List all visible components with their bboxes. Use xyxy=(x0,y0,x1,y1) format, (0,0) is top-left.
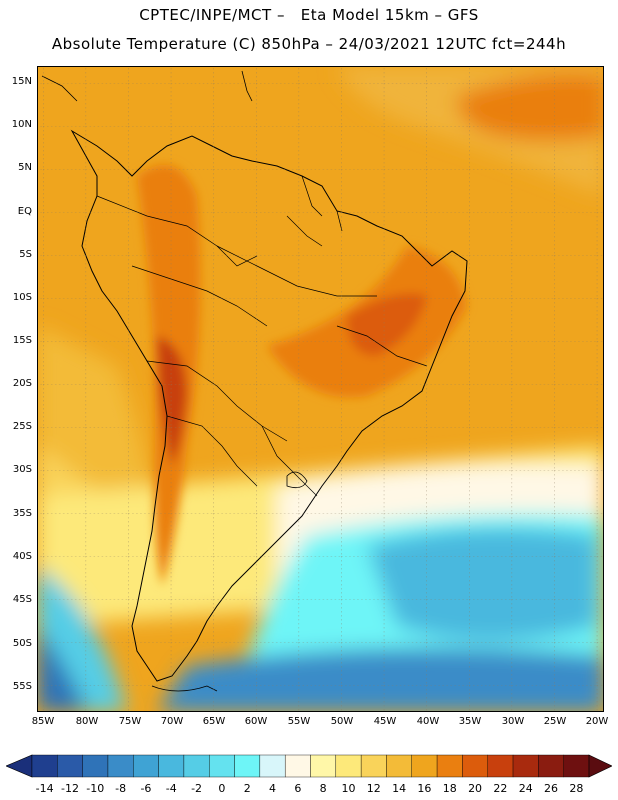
colorbar-swatch xyxy=(184,755,209,777)
colorbar-swatch xyxy=(564,755,589,777)
lat-label: 50S xyxy=(0,638,32,649)
lat-label: 25S xyxy=(0,421,32,432)
colorbar-tick-label: -14 xyxy=(36,782,54,795)
temperature-map xyxy=(37,66,604,712)
lon-label: 70W xyxy=(161,716,184,727)
colorbar-tick-label: 12 xyxy=(367,782,381,795)
lat-lon-grid xyxy=(37,66,604,712)
colorbar-swatch xyxy=(32,755,57,777)
colorbar-swatch xyxy=(260,755,285,777)
lat-label: 5S xyxy=(0,249,32,260)
colorbar-swatch xyxy=(285,755,310,777)
lat-label: 40S xyxy=(0,551,32,562)
map-title-line1: CPTEC/INPE/MCT – Eta Model 15km – GFS xyxy=(0,6,618,24)
lat-label: 5N xyxy=(0,162,32,173)
colorbar-swatch xyxy=(386,755,411,777)
colorbar-swatch xyxy=(311,755,336,777)
lat-label: 20S xyxy=(0,378,32,389)
colorbar-swatch xyxy=(361,755,386,777)
colorbar-tick-label: -4 xyxy=(166,782,177,795)
colorbar-tick-label: -6 xyxy=(140,782,151,795)
colorbar-swatch xyxy=(57,755,82,777)
lat-label: 45S xyxy=(0,594,32,605)
colorbar-arrow-low xyxy=(6,755,32,777)
colorbar-tick-label: 20 xyxy=(468,782,482,795)
lon-label: 40W xyxy=(417,716,440,727)
lat-label: 30S xyxy=(0,464,32,475)
lon-label: 45W xyxy=(374,716,397,727)
colorbar-tick-label: 22 xyxy=(493,782,507,795)
lon-label: 50W xyxy=(331,716,354,727)
lat-label: 55S xyxy=(0,681,32,692)
lat-label: 15S xyxy=(0,335,32,346)
colorbar-swatch xyxy=(462,755,487,777)
lon-label: 55W xyxy=(288,716,311,727)
colorbar-swatch xyxy=(513,755,538,777)
lat-label: 35S xyxy=(0,508,32,519)
colorbar-swatch xyxy=(133,755,158,777)
colorbar-tick-label: -8 xyxy=(115,782,126,795)
lon-label: 20W xyxy=(586,716,609,727)
colorbar-tick-label: 18 xyxy=(443,782,457,795)
colorbar-swatch xyxy=(336,755,361,777)
lat-label: 10S xyxy=(0,292,32,303)
colorbar-tick-label: 28 xyxy=(569,782,583,795)
colorbar-swatch xyxy=(159,755,184,777)
colorbar-tick-label: 6 xyxy=(294,782,301,795)
colorbar-tick-label: 0 xyxy=(218,782,225,795)
lon-label: 30W xyxy=(502,716,525,727)
colorbar-tick-label: 14 xyxy=(392,782,406,795)
lat-label: EQ xyxy=(0,206,32,217)
lon-label: 80W xyxy=(76,716,99,727)
colorbar-swatch xyxy=(437,755,462,777)
colorbar-tick-label: -2 xyxy=(191,782,202,795)
lon-label: 65W xyxy=(203,716,226,727)
lon-label: 75W xyxy=(119,716,142,727)
lat-label: 10N xyxy=(0,119,32,130)
colorbar-tick-label: -10 xyxy=(86,782,104,795)
colorbar-tick-label: 4 xyxy=(269,782,276,795)
colorbar-swatch xyxy=(235,755,260,777)
lon-label: 35W xyxy=(459,716,482,727)
map-title-line2: Absolute Temperature (C) 850hPa – 24/03/… xyxy=(0,35,618,53)
colorbar-tick-label: -12 xyxy=(61,782,79,795)
lon-label: 85W xyxy=(32,716,55,727)
colorbar-swatch xyxy=(83,755,108,777)
colorbar-tick-label: 26 xyxy=(544,782,558,795)
colorbar-tick-label: 10 xyxy=(341,782,355,795)
colorbar-tick-label: 16 xyxy=(417,782,431,795)
colorbar-swatch xyxy=(108,755,133,777)
lon-label: 60W xyxy=(245,716,268,727)
colorbar-tick-label: 2 xyxy=(244,782,251,795)
lon-label: 25W xyxy=(544,716,567,727)
colorbar-arrow-high xyxy=(589,755,612,777)
colorbar-tick-label: 8 xyxy=(320,782,327,795)
colorbar-tick-label: 24 xyxy=(519,782,533,795)
colorbar-swatch xyxy=(209,755,234,777)
colorbar-swatch xyxy=(412,755,437,777)
colorbar-swatch xyxy=(538,755,563,777)
temperature-colorbar xyxy=(6,752,612,780)
lat-label: 15N xyxy=(0,76,32,87)
colorbar-swatch xyxy=(488,755,513,777)
